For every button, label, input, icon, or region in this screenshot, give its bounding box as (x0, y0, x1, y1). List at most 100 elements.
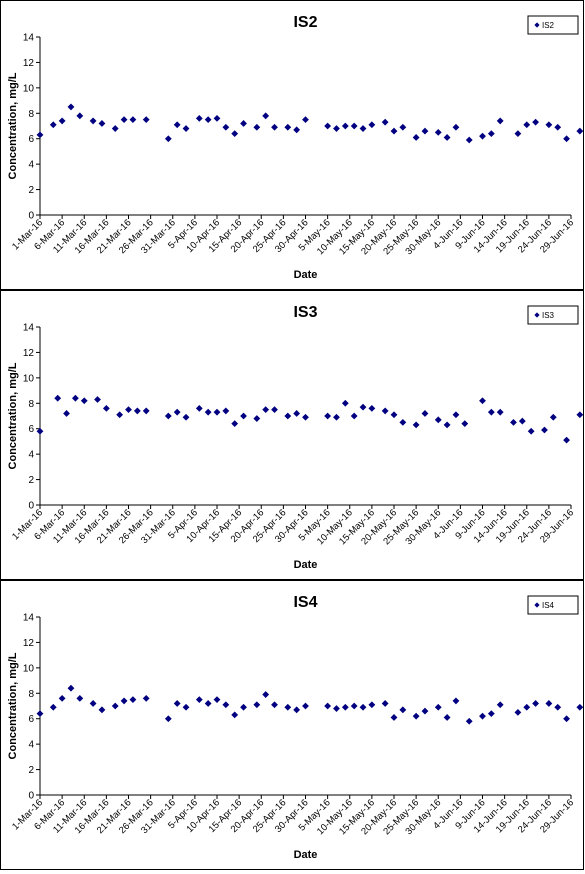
data-point (173, 700, 181, 707)
data-point (359, 403, 367, 411)
data-point (465, 136, 473, 144)
data-point (545, 121, 553, 129)
y-tick-label: 0 (28, 501, 34, 512)
chart-svg: IS2024681012141-Mar-166-Mar-1611-Mar-161… (7, 14, 584, 281)
y-tick-label: 8 (28, 109, 34, 120)
data-point (204, 408, 212, 416)
data-point (302, 413, 309, 421)
data-point (514, 130, 522, 138)
data-point (142, 407, 150, 415)
data-point (67, 684, 75, 692)
legend-box (527, 595, 579, 615)
y-tick-label: 2 (28, 475, 34, 486)
data-point (341, 703, 349, 711)
data-point (368, 701, 376, 709)
data-point (182, 125, 190, 132)
data-point (412, 134, 420, 141)
data-point (563, 715, 570, 723)
data-point (479, 132, 486, 140)
data-point (271, 701, 278, 709)
data-point (350, 412, 358, 420)
data-point (412, 421, 420, 429)
data-point (253, 701, 261, 709)
data-point (399, 123, 407, 131)
data-point (129, 116, 137, 124)
data-point (111, 125, 119, 132)
data-point (116, 411, 124, 419)
data-point (443, 714, 451, 721)
data-point (390, 411, 398, 419)
x-axis-title: Date (294, 559, 318, 571)
data-point (195, 114, 203, 122)
data-point (80, 397, 88, 405)
data-point (563, 135, 570, 143)
data-point (302, 116, 309, 124)
data-point (350, 122, 358, 130)
y-tick-label: 0 (28, 211, 34, 222)
data-point (36, 710, 44, 718)
data-point (213, 696, 221, 704)
data-point (434, 416, 442, 424)
data-point (231, 130, 239, 138)
data-point (89, 117, 97, 125)
data-point (293, 126, 301, 134)
y-tick-label: 4 (28, 740, 34, 751)
data-point (94, 396, 101, 403)
data-point (381, 118, 389, 126)
data-point (63, 410, 70, 417)
legend-marker (534, 22, 540, 28)
legend-label: IS4 (542, 601, 555, 610)
data-point (576, 127, 584, 135)
data-point (576, 411, 584, 419)
data-point (213, 114, 221, 122)
legend-marker (534, 602, 540, 608)
data-point (527, 427, 535, 435)
data-point (324, 702, 332, 710)
data-point (324, 412, 332, 420)
data-point (399, 418, 407, 426)
data-point (434, 128, 442, 136)
data-point (129, 696, 137, 704)
data-point (164, 715, 172, 723)
data-point (164, 412, 172, 420)
data-point (240, 412, 247, 420)
data-point (390, 127, 398, 135)
data-point (554, 123, 562, 131)
data-point (204, 700, 212, 707)
x-axis-title: Date (294, 849, 318, 861)
data-point (293, 410, 301, 417)
data-point (381, 700, 389, 707)
y-tick-label: 6 (28, 134, 34, 145)
y-tick-label: 14 (23, 33, 35, 44)
data-point (231, 711, 239, 719)
y-tick-label: 10 (23, 663, 35, 674)
data-point (576, 703, 584, 711)
data-point (222, 701, 230, 709)
data-point (213, 408, 221, 416)
data-point (262, 112, 270, 120)
y-tick-label: 6 (28, 424, 34, 435)
legend-label: IS2 (542, 21, 555, 30)
data-point (496, 117, 504, 125)
data-point (125, 406, 132, 414)
data-point (271, 406, 278, 414)
data-point (36, 131, 44, 139)
data-point (67, 103, 75, 111)
data-point (563, 436, 570, 444)
data-point (479, 397, 486, 405)
data-point (368, 404, 376, 412)
data-point (173, 408, 181, 416)
data-point (173, 121, 181, 129)
chart-title: IS2 (293, 14, 317, 31)
y-tick-label: 0 (28, 791, 34, 802)
data-point (452, 697, 460, 705)
data-point (120, 697, 128, 705)
data-point (222, 123, 230, 131)
legend-box (527, 305, 579, 325)
data-point (58, 117, 66, 125)
data-point (549, 413, 557, 421)
data-point (164, 135, 172, 143)
y-tick-label: 10 (23, 373, 35, 384)
data-point (195, 404, 203, 412)
data-point (514, 708, 522, 716)
